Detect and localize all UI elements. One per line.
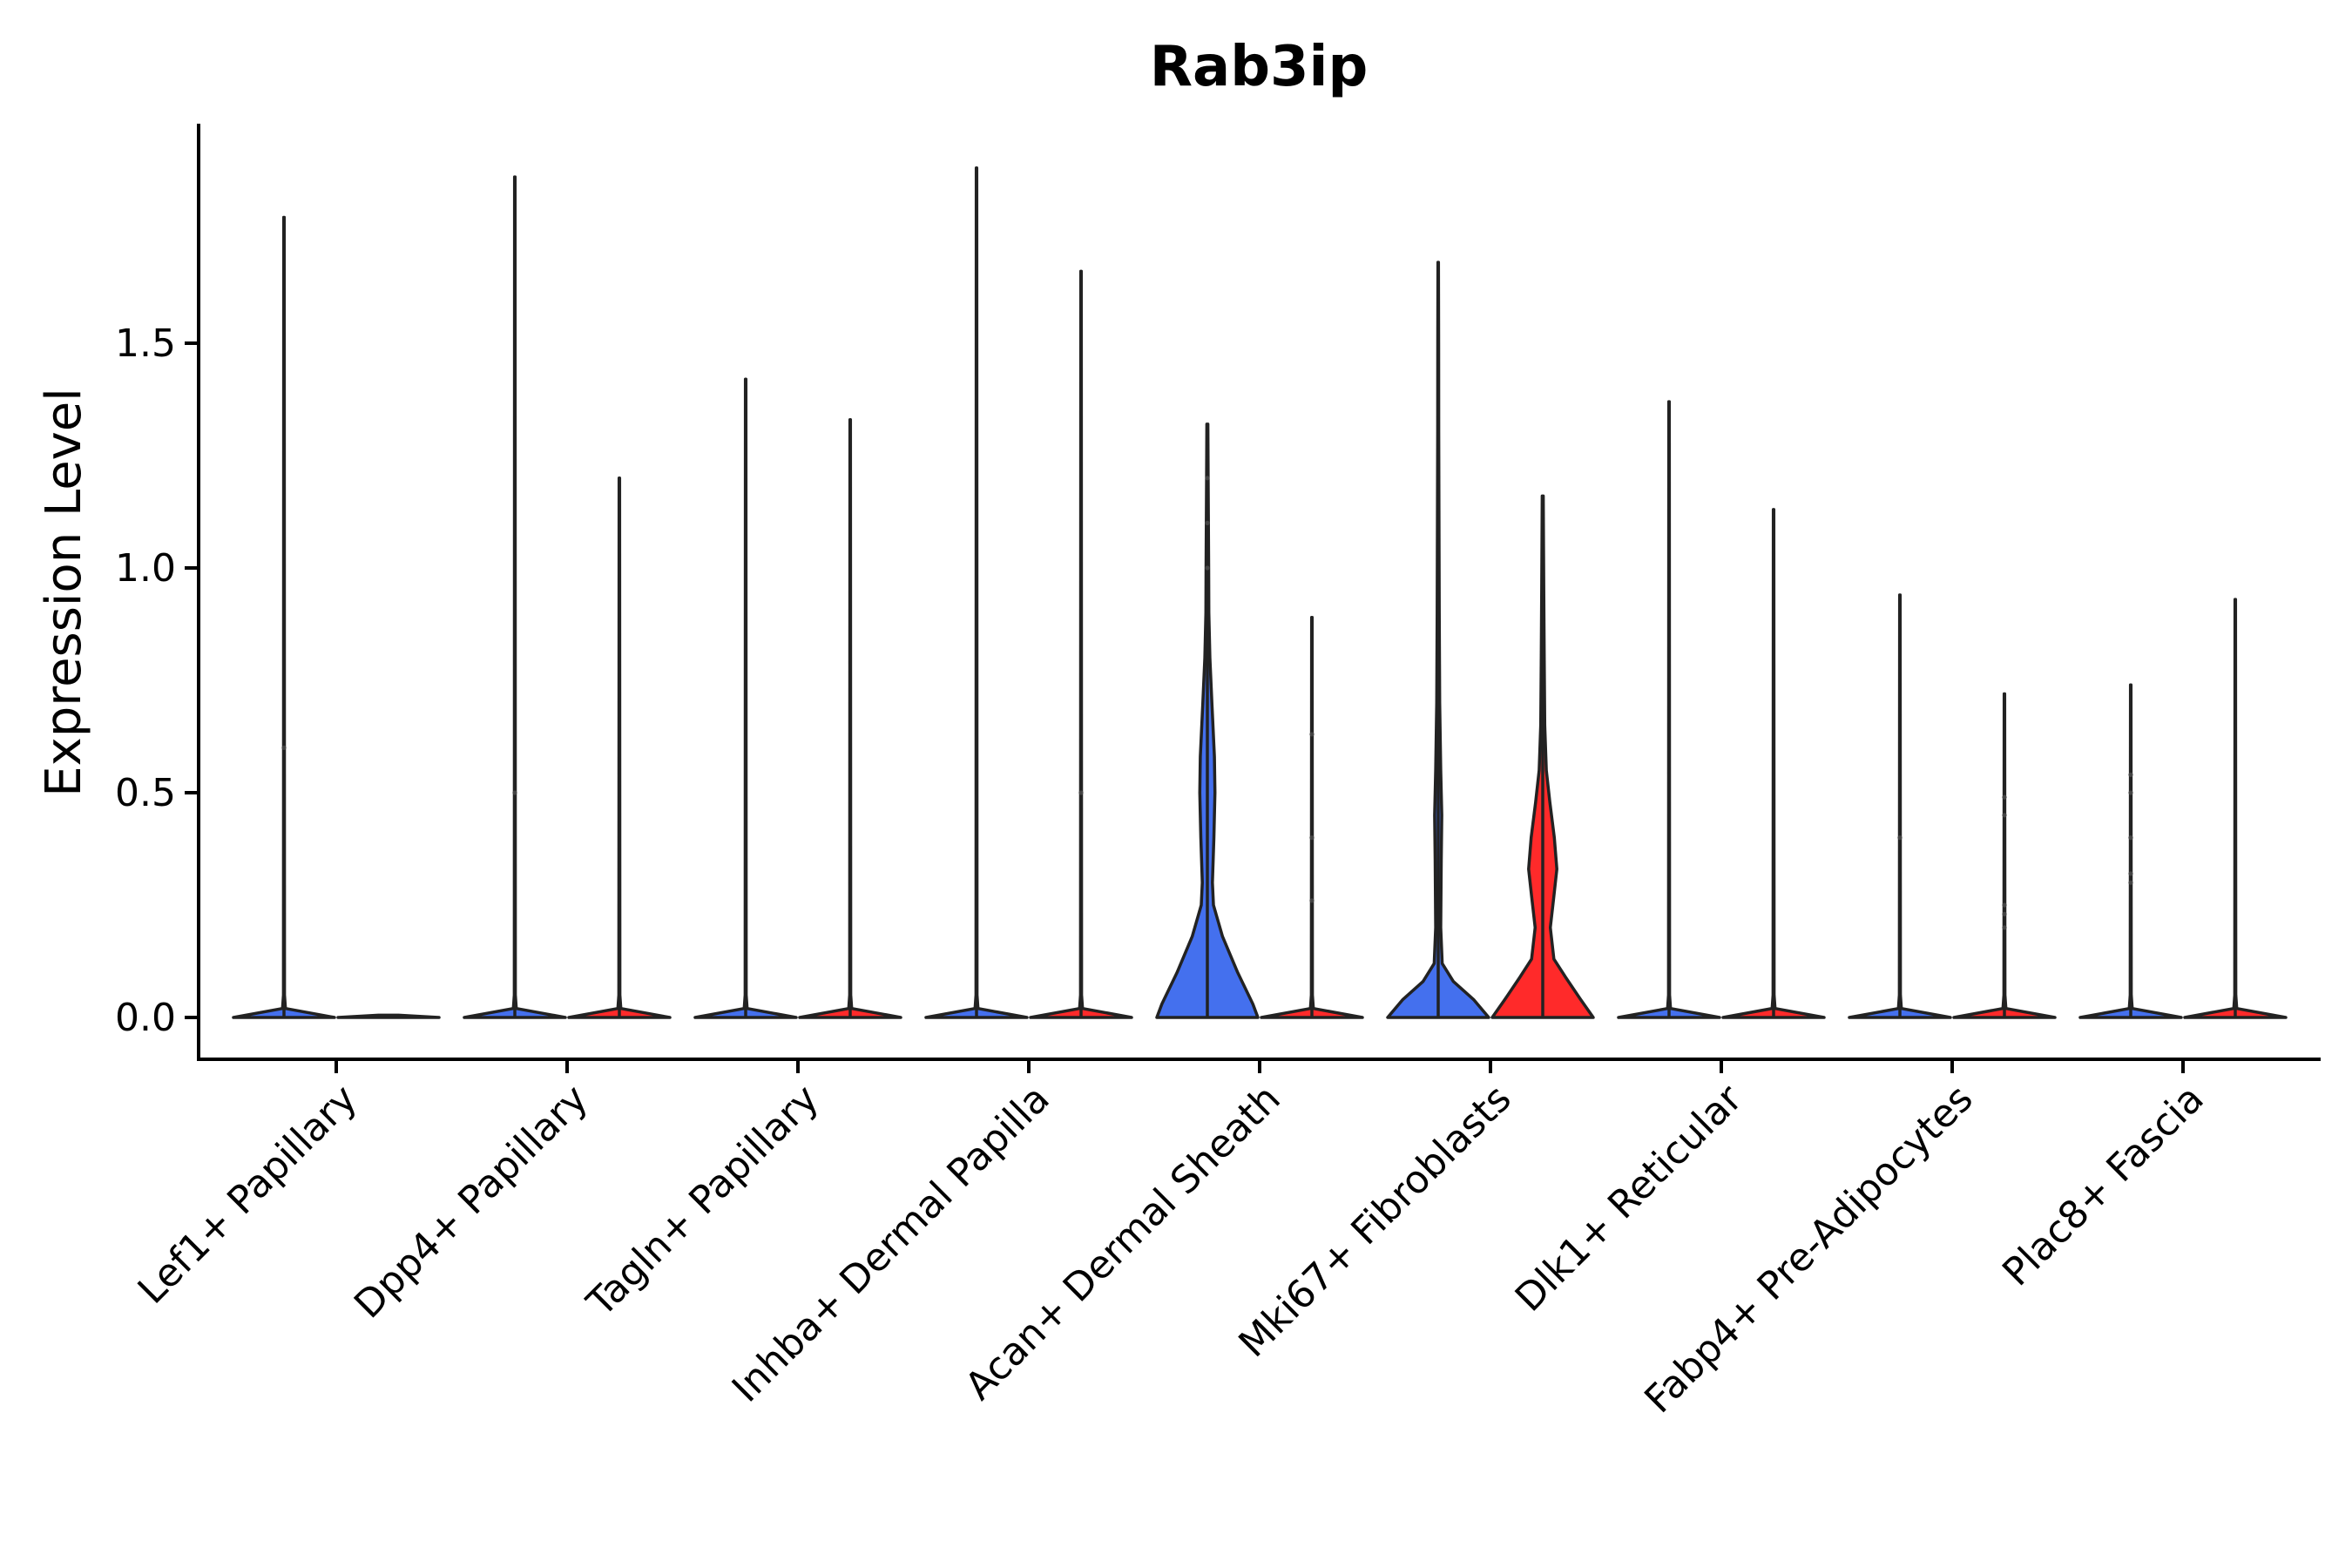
violin-plac8-fascia-left-point-4 xyxy=(2128,772,2133,777)
violin-acan-dermal-sheath-right-point-0 xyxy=(1309,898,1315,903)
violin-acan-dermal-sheath-right-point-1 xyxy=(1309,835,1315,841)
violin-plac8-fascia-left-point-1 xyxy=(2128,871,2133,876)
violin-acan-dermal-sheath-left-point-0 xyxy=(1205,565,1210,571)
violin-inhba-dermal-papilla-right-point-0 xyxy=(1078,790,1084,795)
y-tick-label-3: 1.5 xyxy=(115,321,176,366)
violin-fabp4-pre-adipocytes-right-point-3 xyxy=(2002,813,2007,818)
y-tick-label-1: 0.5 xyxy=(115,771,176,815)
violin-acan-dermal-sheath-right-point-2 xyxy=(1309,732,1315,737)
y-tick-label-0: 0.0 xyxy=(115,996,176,1040)
y-axis-label: Expression Level xyxy=(36,388,92,797)
violin-dpp4-papillary-left-point-0 xyxy=(512,790,517,795)
violin-fabp4-pre-adipocytes-left-point-0 xyxy=(1897,835,1903,841)
x-tick-label-2: Tagln+ Papillary xyxy=(578,1077,828,1326)
violin-plac8-fascia-left-point-0 xyxy=(2128,880,2133,885)
violin-group xyxy=(232,166,2288,1019)
violin-fabp4-pre-adipocytes-right-point-2 xyxy=(2002,902,2007,908)
violin-plac8-fascia-left-point-3 xyxy=(2128,790,2133,795)
x-tick-label-1: Dpp4+ Papillary xyxy=(346,1077,597,1328)
violin-acan-dermal-sheath-left-point-2 xyxy=(1205,476,1210,481)
violin-fabp4-pre-adipocytes-right-point-4 xyxy=(2002,794,2007,800)
x-tick-label-8: Plac8+ Fascia xyxy=(1994,1077,2213,1295)
violin-acan-dermal-sheath-left-point-1 xyxy=(1205,520,1210,526)
violin-fabp4-pre-adipocytes-right-point-1 xyxy=(2002,911,2007,916)
x-tick-label-0: Lef1+ Papillary xyxy=(130,1077,366,1313)
y-tick-label-2: 1.0 xyxy=(115,546,176,591)
violin-fabp4-pre-adipocytes-right-point-0 xyxy=(2002,925,2007,930)
violin-lef1-papillary-right xyxy=(336,1013,441,1019)
x-tick-label-6: Dlk1+ Reticular xyxy=(1507,1076,1752,1321)
chart-title: Rab3ip xyxy=(1150,35,1369,99)
violin-plac8-fascia-left-point-2 xyxy=(2128,835,2133,841)
violin-lef1-papillary-left-point-0 xyxy=(281,745,287,751)
